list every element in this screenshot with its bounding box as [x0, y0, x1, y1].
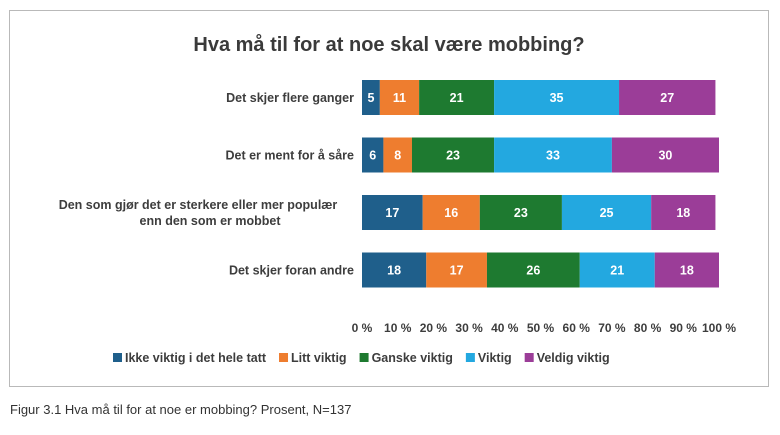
bar-segment — [426, 252, 487, 288]
bar-segment — [561, 195, 652, 230]
x-tick-label: 30 % — [455, 321, 483, 335]
bar-segment — [411, 137, 495, 173]
bar-segment — [619, 80, 716, 115]
bar-segment — [362, 80, 380, 115]
x-tick-label: 100 % — [702, 321, 736, 335]
x-tick-label: 80 % — [634, 321, 662, 335]
data-label: 5 — [367, 91, 374, 105]
data-label: 8 — [394, 149, 401, 163]
chart-title: Hva må til for at noe skal være mobbing? — [193, 33, 584, 56]
x-tick-label: 20 % — [420, 321, 448, 335]
category-label: Det skjer flere ganger — [226, 91, 354, 105]
data-label: 6 — [369, 149, 376, 163]
x-tick-label: 50 % — [527, 321, 555, 335]
legend-swatch — [113, 353, 122, 362]
x-tick-label: 0 % — [352, 321, 373, 335]
bar-segment — [486, 252, 580, 288]
legend-swatch — [465, 353, 475, 362]
data-label: 18 — [676, 206, 690, 220]
stacked-bar-chart: Hva må til for at noe skal være mobbing?… — [59, 33, 737, 365]
bar-segment — [494, 80, 620, 115]
data-label: 16 — [444, 206, 458, 220]
category-label: enn den som er mobbet — [140, 214, 282, 228]
legend-swatch — [279, 353, 289, 362]
x-tick-label: 10 % — [384, 321, 412, 335]
data-label: 21 — [450, 91, 464, 105]
data-label: 18 — [387, 264, 401, 278]
data-label: 17 — [450, 264, 464, 278]
data-label: 33 — [546, 149, 560, 163]
bar-segment — [383, 137, 412, 173]
bar-segment — [611, 137, 719, 173]
bar-segment — [651, 195, 716, 230]
legend-label: Ikke viktig i det hele tatt — [125, 351, 267, 365]
data-label: 18 — [680, 264, 694, 278]
bar-segment — [654, 252, 719, 288]
bar-segment — [422, 195, 480, 230]
bar-segment — [362, 252, 427, 288]
legend-label: Veldig viktig — [537, 351, 610, 365]
legend-label: Viktig — [478, 351, 512, 365]
bar-segment — [419, 80, 495, 115]
category-label: Det er ment for å såre — [225, 149, 354, 163]
data-label: 11 — [393, 91, 406, 105]
bar-segment — [379, 80, 420, 115]
bar-segment — [362, 195, 423, 230]
legend-swatch — [524, 353, 534, 362]
data-label: 35 — [550, 91, 564, 105]
bar-segment — [579, 252, 655, 288]
bar-segment — [479, 195, 562, 230]
data-label: 23 — [514, 206, 528, 220]
data-label: 21 — [610, 264, 624, 278]
chart-frame: Hva må til for at noe skal være mobbing?… — [9, 10, 769, 387]
data-label: 27 — [660, 91, 674, 105]
x-tick-label: 90 % — [670, 321, 698, 335]
bar-segment — [362, 137, 384, 173]
figure-caption: Figur 3.1 Hva må til for at noe er mobbi… — [10, 402, 352, 417]
category-label: Det skjer foran andre — [229, 264, 354, 278]
x-tick-label: 60 % — [563, 321, 591, 335]
category-label: Den som gjør det er sterkere eller mer p… — [59, 198, 338, 212]
bar-segment — [494, 137, 612, 173]
data-label: 30 — [658, 149, 672, 163]
x-tick-label: 70 % — [598, 321, 626, 335]
legend-label: Ganske viktig — [372, 351, 453, 365]
data-label: 26 — [526, 264, 540, 278]
x-tick-label: 40 % — [491, 321, 519, 335]
legend-swatch — [359, 353, 369, 362]
legend-label: Litt viktig — [291, 351, 347, 365]
data-label: 17 — [385, 206, 399, 220]
data-label: 23 — [446, 149, 460, 163]
data-label: 25 — [600, 206, 614, 220]
